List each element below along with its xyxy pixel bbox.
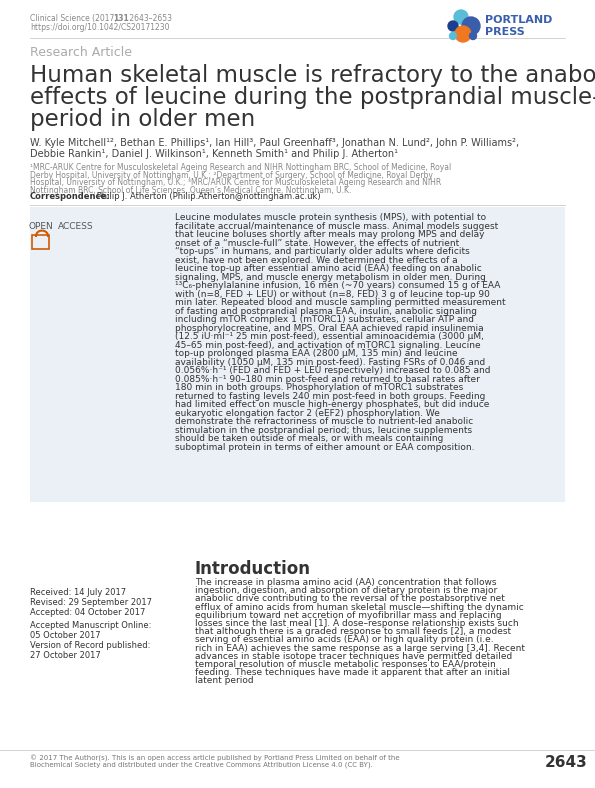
- Text: Version of Record published:: Version of Record published:: [30, 641, 151, 650]
- Text: Research Article: Research Article: [30, 46, 132, 59]
- Text: Nottingham BRC, School of Life Sciences, Queen’s Medical Centre, Nottingham, U.K: Nottingham BRC, School of Life Sciences,…: [30, 185, 352, 195]
- Text: 0.085%·h⁻¹ 90–180 min post-feed and returned to basal rates after: 0.085%·h⁻¹ 90–180 min post-feed and retu…: [175, 374, 480, 384]
- Text: stimulation in the postprandial period; thus, leucine supplements: stimulation in the postprandial period; …: [175, 426, 472, 434]
- Text: period in older men: period in older men: [30, 108, 255, 131]
- Circle shape: [469, 32, 477, 39]
- Text: returned to fasting levels 240 min post-feed in both groups. Feeding: returned to fasting levels 240 min post-…: [175, 392, 486, 400]
- Text: 05 October 2017: 05 October 2017: [30, 631, 101, 640]
- Text: “top-ups” in humans, and particularly older adults where deficits: “top-ups” in humans, and particularly ol…: [175, 247, 469, 256]
- Text: 131: 131: [113, 14, 129, 23]
- Text: Correspondence:: Correspondence:: [30, 192, 111, 201]
- Text: Accepted Manuscript Online:: Accepted Manuscript Online:: [30, 621, 151, 630]
- Text: Introduction: Introduction: [195, 560, 311, 578]
- Circle shape: [455, 26, 471, 42]
- Text: that leucine boluses shortly after meals may prolong MPS and delay: that leucine boluses shortly after meals…: [175, 230, 484, 239]
- Text: serving of essential amino acids (EAA) or high quality protein (i.e.: serving of essential amino acids (EAA) o…: [195, 635, 494, 645]
- Text: https://doi.org/10.1042/CS20171230: https://doi.org/10.1042/CS20171230: [30, 23, 170, 32]
- Text: © 2017 The Author(s). This is an open access article published by Portland Press: © 2017 The Author(s). This is an open ac…: [30, 755, 400, 762]
- Text: of fasting and postprandial plasma EAA, insulin, anabolic signaling: of fasting and postprandial plasma EAA, …: [175, 307, 477, 315]
- Text: availability (1050 μM, 135 min post-feed). Fasting FSRs of 0.046 and: availability (1050 μM, 135 min post-feed…: [175, 358, 486, 366]
- Text: advances in stable isotope tracer techniques have permitted detailed: advances in stable isotope tracer techni…: [195, 652, 512, 661]
- Text: efflux of amino acids from human skeletal muscle—shifting the dynamic: efflux of amino acids from human skeleta…: [195, 603, 524, 611]
- Text: eukaryotic elongation factor 2 (eEF2) phosphorylation. We: eukaryotic elongation factor 2 (eEF2) ph…: [175, 408, 440, 418]
- Text: ¹MRC-ARUK Centre for Musculoskeletal Ageing Research and NIHR Nottingham BRC, Sc: ¹MRC-ARUK Centre for Musculoskeletal Age…: [30, 163, 451, 172]
- Text: min later. Repeated blood and muscle sampling permitted measurement: min later. Repeated blood and muscle sam…: [175, 298, 506, 307]
- Text: losses since the last meal [1]. A dose–response relationship exists such: losses since the last meal [1]. A dose–r…: [195, 619, 519, 628]
- Text: including mTOR complex 1 (mTORC1) substrates, cellular ATP and: including mTOR complex 1 (mTORC1) substr…: [175, 315, 474, 324]
- Text: 0.056%·h⁻¹ (FED and FED + LEU respectively) increased to 0.085 and: 0.056%·h⁻¹ (FED and FED + LEU respective…: [175, 366, 490, 375]
- Text: top-up prolonged plasma EAA (2800 μM, 135 min) and leucine: top-up prolonged plasma EAA (2800 μM, 13…: [175, 349, 458, 358]
- Text: Derby Hospital, University of Nottingham, U.K.; ²Department of Surgery, School o: Derby Hospital, University of Nottingham…: [30, 170, 433, 180]
- Circle shape: [462, 17, 480, 35]
- Text: feeding. These techniques have made it apparent that after an initial: feeding. These techniques have made it a…: [195, 668, 510, 677]
- Text: ingestion, digestion, and absorption of dietary protein is the major: ingestion, digestion, and absorption of …: [195, 586, 497, 595]
- Text: (12.5 iU·ml⁻¹ 25 min post-feed), essential aminoacidemia (3000 μM,: (12.5 iU·ml⁻¹ 25 min post-feed), essenti…: [175, 332, 484, 341]
- Text: with (n=8, FED + LEU) or without (n=8, FED) 3 g of leucine top-up 90: with (n=8, FED + LEU) or without (n=8, F…: [175, 289, 490, 299]
- Circle shape: [449, 32, 456, 39]
- Text: Accepted: 04 October 2017: Accepted: 04 October 2017: [30, 608, 145, 617]
- Text: facilitate accrual/maintenance of muscle mass. Animal models suggest: facilitate accrual/maintenance of muscle…: [175, 221, 498, 231]
- Text: that although there is a graded response to small feeds [2], a modest: that although there is a graded response…: [195, 627, 511, 636]
- Text: The increase in plasma amino acid (AA) concentration that follows: The increase in plasma amino acid (AA) c…: [195, 578, 496, 587]
- Text: Human skeletal muscle is refractory to the anabolic: Human skeletal muscle is refractory to t…: [30, 64, 595, 87]
- Text: OPEN: OPEN: [29, 222, 54, 231]
- Text: 180 min in both groups. Phosphorylation of mTORC1 substrates: 180 min in both groups. Phosphorylation …: [175, 383, 464, 392]
- Text: signaling, MPS, and muscle energy metabolism in older men. During: signaling, MPS, and muscle energy metabo…: [175, 273, 486, 281]
- Text: Clinical Science (2017): Clinical Science (2017): [30, 14, 120, 23]
- Text: onset of a “muscle-full” state. However, the effects of nutrient: onset of a “muscle-full” state. However,…: [175, 239, 459, 247]
- Text: phosphorylocreatine, and MPS. Oral EAA achieved rapid insulinemia: phosphorylocreatine, and MPS. Oral EAA a…: [175, 324, 484, 333]
- Text: anabolic drive contributing to the reversal of the postabsorptive net: anabolic drive contributing to the rever…: [195, 594, 505, 604]
- Text: 2643–2653: 2643–2653: [127, 14, 172, 23]
- Text: temporal resolution of muscle metabolic responses to EAA/protein: temporal resolution of muscle metabolic …: [195, 660, 496, 669]
- Text: Debbie Rankin¹, Daniel J. Wilkinson¹, Kenneth Smith¹ and Philip J. Atherton¹: Debbie Rankin¹, Daniel J. Wilkinson¹, Ke…: [30, 149, 398, 159]
- Text: demonstrate the refractoriness of muscle to nutrient-led anabolic: demonstrate the refractoriness of muscle…: [175, 417, 473, 426]
- Text: Leucine modulates muscle protein synthesis (MPS), with potential to: Leucine modulates muscle protein synthes…: [175, 213, 486, 222]
- Text: 2643: 2643: [545, 755, 588, 770]
- Text: PORTLAND: PORTLAND: [485, 15, 552, 25]
- Text: ¹³C₆-phenylalanine infusion, 16 men (~70 years) consumed 15 g of EAA: ¹³C₆-phenylalanine infusion, 16 men (~70…: [175, 281, 500, 290]
- Text: Hospital, University of Nottingham, U.K.; ³MRC/ARUK Centre for Musculoskeletal A: Hospital, University of Nottingham, U.K.…: [30, 178, 441, 187]
- Text: equilibrium toward net accretion of myofibrillar mass and replacing: equilibrium toward net accretion of myof…: [195, 611, 502, 620]
- Text: latent period: latent period: [195, 676, 253, 686]
- Text: Revised: 29 September 2017: Revised: 29 September 2017: [30, 598, 152, 607]
- Text: 27 October 2017: 27 October 2017: [30, 651, 101, 660]
- Text: Biochemical Society and distributed under the Creative Commons Attribution Licen: Biochemical Society and distributed unde…: [30, 762, 373, 768]
- Text: had limited effect on muscle high-energy phosphates, but did induce: had limited effect on muscle high-energy…: [175, 400, 489, 409]
- Text: Philip J. Atherton (Philip.Atherton@nottingham.ac.uk): Philip J. Atherton (Philip.Atherton@nott…: [94, 192, 321, 201]
- Text: rich in EAA) achieves the same response as a large serving [3,4]. Recent: rich in EAA) achieves the same response …: [195, 644, 525, 652]
- Circle shape: [448, 21, 458, 31]
- Text: Received: 14 July 2017: Received: 14 July 2017: [30, 588, 126, 597]
- Text: suboptimal protein in terms of either amount or EAA composition.: suboptimal protein in terms of either am…: [175, 443, 474, 452]
- FancyBboxPatch shape: [30, 207, 565, 502]
- Text: leucine top-up after essential amino acid (EAA) feeding on anabolic: leucine top-up after essential amino aci…: [175, 264, 482, 273]
- Text: PRESS: PRESS: [485, 27, 525, 37]
- Text: exist, have not been explored. We determined the effects of a: exist, have not been explored. We determ…: [175, 255, 458, 265]
- Text: effects of leucine during the postprandial muscle-full: effects of leucine during the postprandi…: [30, 86, 595, 109]
- Text: 45–65 min post-feed), and activation of mTORC1 signaling. Leucine: 45–65 min post-feed), and activation of …: [175, 340, 481, 350]
- Text: ACCESS: ACCESS: [58, 222, 93, 231]
- Text: should be taken outside of meals, or with meals containing: should be taken outside of meals, or wit…: [175, 434, 443, 443]
- Text: W. Kyle Mitchell¹², Bethan E. Phillips¹, Ian Hill³, Paul Greenhaff³, Jonathan N.: W. Kyle Mitchell¹², Bethan E. Phillips¹,…: [30, 138, 519, 148]
- Circle shape: [454, 10, 468, 24]
